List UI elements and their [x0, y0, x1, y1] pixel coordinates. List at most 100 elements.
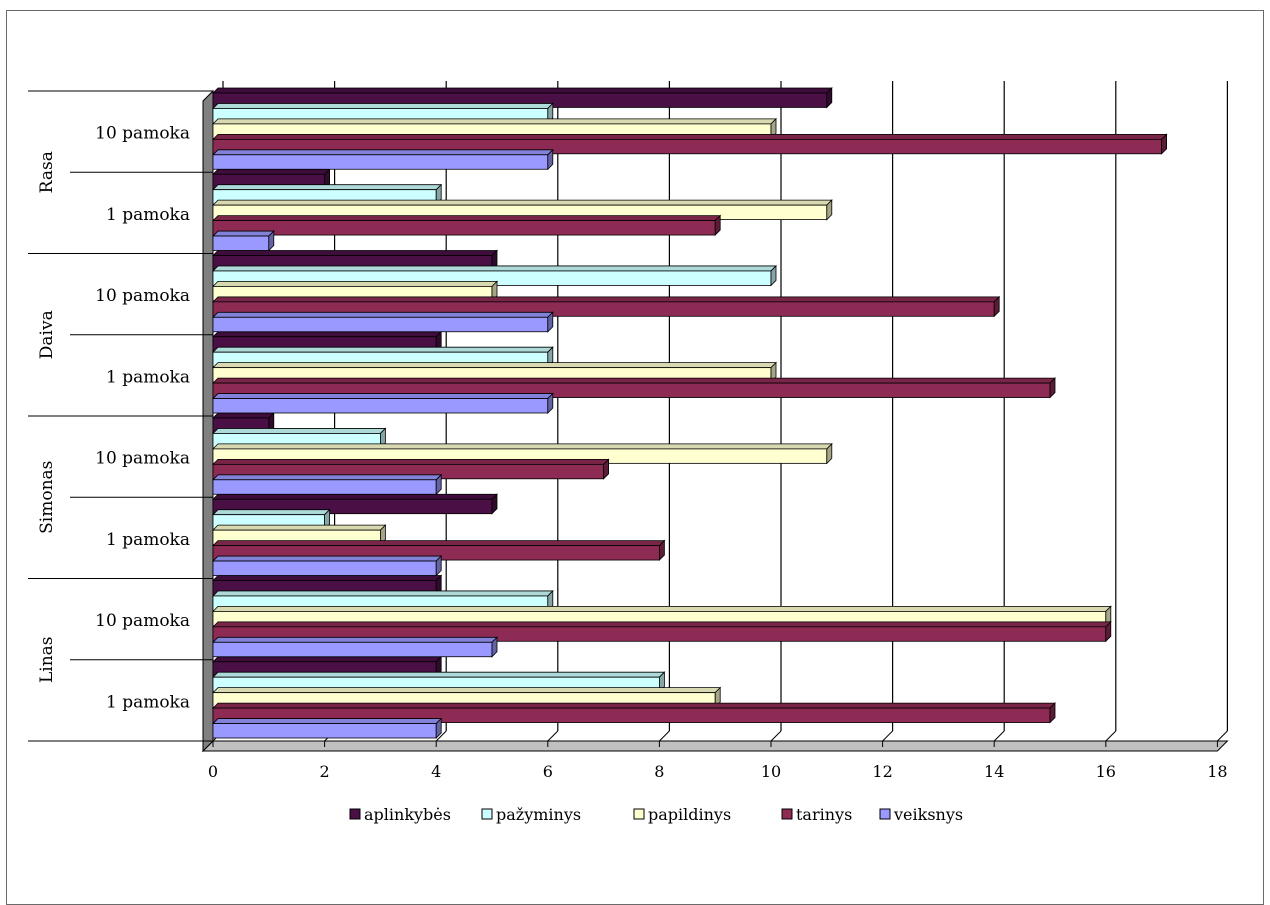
bar-side [714, 686, 721, 709]
x-tick-label: 8 [654, 762, 664, 781]
chart-wall [202, 89, 214, 753]
floor [201, 740, 1229, 752]
bar-top [212, 606, 1112, 612]
bar-side [1161, 133, 1167, 155]
bar-top [212, 311, 554, 318]
bar-top [212, 377, 1056, 384]
bar-side [435, 574, 442, 596]
bar-top [212, 428, 387, 434]
bar-side [547, 148, 554, 171]
bar-side [324, 508, 331, 531]
bar-top [212, 412, 275, 419]
legend-swatch [481, 808, 493, 820]
legend-swatch [879, 808, 891, 820]
category-label: 1 pamoka [106, 530, 190, 550]
gridline-floor [435, 730, 447, 742]
bar-top [212, 702, 1056, 709]
bar-side [659, 539, 665, 562]
bar-side [379, 524, 386, 546]
category-label: 10 pamoka [95, 449, 190, 469]
bar [212, 479, 437, 495]
bar [212, 316, 549, 333]
bar-side [268, 412, 275, 434]
category-label: 1 pamoka [106, 692, 190, 712]
bar-side [1049, 702, 1056, 724]
group-label: Rasa [37, 151, 57, 193]
bar-top [212, 687, 722, 694]
bar [212, 641, 493, 658]
bar-side [826, 442, 833, 465]
bar-top [212, 393, 554, 399]
category-label: 10 pamoka [95, 124, 190, 144]
bar-side [603, 458, 609, 480]
group-label: Linas [37, 636, 57, 683]
legend: aplinkybės pažyminys papildinys tarinys veik… [349, 805, 963, 824]
group-label: Simonas [37, 461, 57, 534]
bar-top [212, 168, 331, 175]
bar-side [770, 117, 777, 140]
x-axis: 0 2 4 6 8 10 12 14 16 18 [208, 740, 1228, 781]
x-tick-label: 4 [431, 762, 441, 781]
bar-side [993, 295, 1000, 318]
bar-top [212, 656, 443, 663]
bar-side [826, 199, 833, 221]
bar [212, 723, 437, 739]
gridline-floor [770, 730, 782, 742]
bar-top [212, 215, 722, 222]
bar-top [212, 621, 1112, 628]
bar-side [1105, 620, 1112, 643]
bar-side [826, 87, 833, 109]
bar-side [547, 102, 554, 124]
y-axis: 1 pamoka 10 pamoka 1 pamoka 10 pamoka 1 pamo… [28, 90, 213, 742]
gridline-floor [1217, 730, 1228, 742]
bar-top [212, 509, 331, 516]
gridline-floor [993, 730, 1005, 742]
legend-swatch [781, 808, 793, 820]
gridline-floor [547, 730, 559, 742]
legend-label: veiksnys [893, 805, 963, 824]
bar-top [212, 331, 443, 338]
x-tick-label: 6 [543, 762, 553, 781]
group-label: Daiva [37, 310, 57, 359]
bar-top [212, 524, 387, 531]
legend-label: pažyminys [496, 805, 581, 824]
bar-top [212, 671, 666, 678]
category-label: 1 pamoka [106, 367, 190, 387]
bars [212, 87, 1168, 739]
bar-side [547, 392, 554, 414]
legend-label: aplinkybės [364, 805, 451, 824]
bar-side [435, 330, 442, 353]
x-tick-label: 10 [761, 762, 781, 781]
bar [212, 220, 716, 236]
bar-top [212, 265, 777, 272]
x-tick-label: 14 [984, 762, 1004, 781]
bar [212, 560, 437, 576]
bar-top [212, 199, 833, 206]
bar-side [547, 346, 554, 368]
bar-side [491, 249, 498, 271]
bar-top [212, 474, 443, 481]
bar-top [212, 493, 498, 500]
side-wall [202, 89, 214, 753]
bar-top [212, 636, 498, 643]
bar-top [212, 250, 498, 256]
legend-label: papildinys [648, 805, 731, 824]
bar [212, 154, 549, 170]
bar-top [212, 184, 443, 191]
bar-side [659, 671, 665, 693]
bar-top [212, 458, 610, 465]
bar-side [491, 636, 498, 658]
bar-side [435, 183, 442, 206]
bar-side [491, 280, 498, 302]
category-label: 10 pamoka [95, 286, 190, 306]
bar-top [212, 87, 833, 94]
bar-top [212, 540, 666, 546]
legend-swatch [633, 808, 645, 820]
bar-side [435, 655, 442, 678]
gridline-floor [659, 730, 670, 742]
bar-top [212, 555, 443, 562]
x-tick-label: 16 [1096, 762, 1116, 781]
bar-side [547, 311, 554, 333]
bar-top [212, 346, 554, 353]
